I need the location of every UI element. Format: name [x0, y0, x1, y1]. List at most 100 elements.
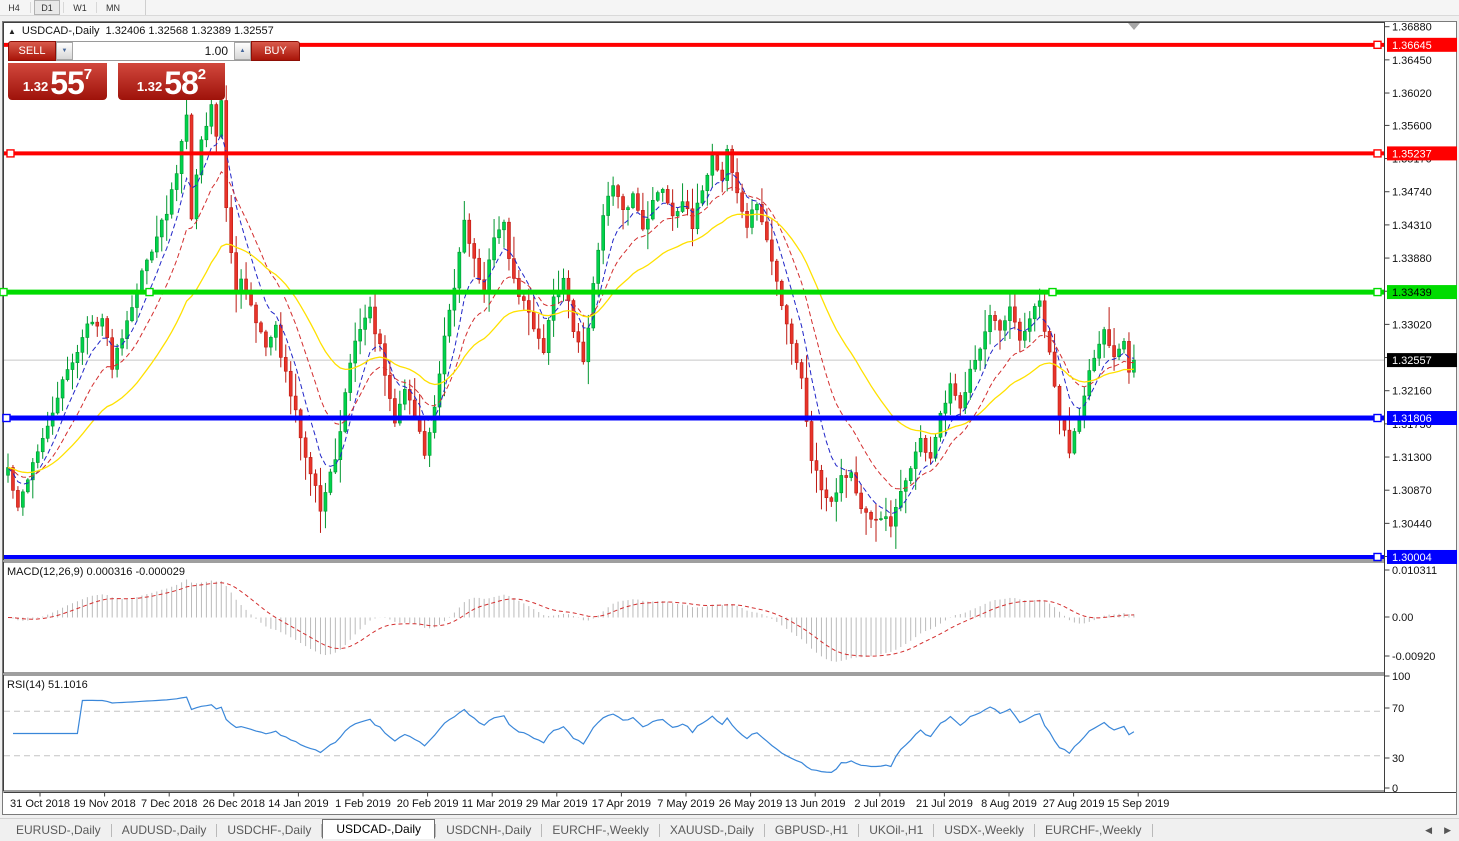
- price-level-badge: [1387, 549, 1457, 564]
- chart-tab-usdchf-daily[interactable]: USDCHF-,Daily: [227, 823, 312, 837]
- chart-tab-usdcad-daily[interactable]: USDCAD-,Daily: [322, 819, 436, 839]
- timeframe-button-w1[interactable]: W1: [73, 2, 87, 13]
- price-level-badge-text: 1.31806: [1392, 413, 1432, 425]
- collapse-arrow-icon[interactable]: ▲: [8, 26, 16, 36]
- macd-signal-value: -0.000029: [135, 566, 185, 578]
- symbol-period-label: USDCAD-,Daily: [21, 25, 100, 37]
- one-click-trade-panel: SELL ▼ ▲ BUY 1.32 55 7 1.32 58 2: [8, 41, 300, 100]
- price-level-badge: [1387, 285, 1457, 300]
- tab-separator: [658, 823, 660, 837]
- chart-tab-gbpusd-h1[interactable]: GBPUSD-,H1: [774, 823, 849, 837]
- timeframe-button-mn[interactable]: MN: [106, 2, 120, 13]
- sell-price-prefix: 1.32: [22, 79, 49, 94]
- chart-tab-bar: EURUSD-,Daily AUDUSD-,Daily USDCHF-,Daily U…: [0, 818, 1459, 841]
- price-tick-label: 1.34310: [1392, 220, 1432, 232]
- tab-separator: [110, 823, 112, 837]
- date-tick-label: 19 Nov 2018: [73, 798, 136, 810]
- tab-separator: [1151, 823, 1153, 837]
- tab-separator: [1034, 823, 1036, 837]
- price-tick-label: 1.32160: [1392, 386, 1432, 398]
- date-tick-label: 7 May 2019: [657, 798, 715, 810]
- tab-separator: [858, 823, 860, 837]
- volume-increase-icon[interactable]: ▲: [234, 42, 251, 60]
- ohlc-values: 1.32406 1.32568 1.32389 1.32557: [105, 25, 274, 37]
- tabs-scroll-left-icon[interactable]: ◀: [1425, 824, 1433, 835]
- date-tick-label: 27 Aug 2019: [1042, 798, 1105, 810]
- rsi-tick-label: 70: [1392, 703, 1404, 715]
- chart-tab-audusd-daily[interactable]: AUDUSD-,Daily: [121, 823, 207, 837]
- line-handle[interactable]: [1048, 287, 1057, 297]
- chart-tab-eurchf-weekly[interactable]: EURCHF-,Weekly: [552, 823, 649, 837]
- line-handle[interactable]: [1373, 149, 1382, 158]
- rsi-tick-label: 100: [1392, 671, 1410, 683]
- rsi-indicator-label: RSI(14) 51.1016: [7, 679, 88, 691]
- tab-separator: [933, 823, 935, 837]
- sell-button[interactable]: SELL: [8, 41, 56, 61]
- line-handle[interactable]: [1373, 40, 1382, 50]
- toolbar-separator: [63, 2, 64, 13]
- chart-title: ▲ USDCAD-,Daily 1.32406 1.32568 1.32389 …: [8, 25, 274, 37]
- chart-tab-usdcnh-daily[interactable]: USDCNH-,Daily: [446, 823, 532, 837]
- tab-separator: [763, 823, 765, 837]
- date-tick-label: 21 Jul 2019: [915, 798, 973, 810]
- price-level-badge-text: 1.35237: [1392, 148, 1432, 160]
- chart-tab-eurusd-daily[interactable]: EURUSD-,Daily: [16, 823, 101, 837]
- sell-price-button[interactable]: 1.32 55 7: [8, 63, 107, 100]
- volume-input[interactable]: [73, 42, 234, 60]
- chart-tab-usdx-weekly[interactable]: USDX-,Weekly: [944, 823, 1025, 837]
- price-tick-label: 1.33020: [1392, 319, 1432, 331]
- sell-price-main: 55: [50, 65, 85, 101]
- price-level-badge: [1387, 353, 1457, 368]
- volume-decrease-icon[interactable]: ▼: [56, 42, 73, 60]
- buy-button[interactable]: BUY: [251, 41, 300, 61]
- date-tick-label: 2 Jul 2019: [854, 798, 906, 810]
- date-tick-label: 8 Aug 2019: [981, 798, 1037, 810]
- timeframe-button-d1[interactable]: D1: [34, 0, 60, 15]
- price-tick-label: 1.31300: [1392, 452, 1432, 464]
- candlesticks: [6, 78, 1136, 549]
- date-tick-label: 11 Mar 2019: [461, 798, 523, 810]
- line-handle[interactable]: [1373, 413, 1382, 423]
- line-handle[interactable]: [2, 413, 11, 423]
- date-tick-label: 13 Jun 2019: [784, 798, 846, 810]
- price-tick-label: 1.35600: [1392, 120, 1432, 132]
- price-level-badge-text: 1.33439: [1392, 287, 1432, 299]
- buy-price-prefix: 1.32: [136, 79, 163, 94]
- price-level-badge: [1387, 37, 1457, 52]
- macd-tick-label: -0.00920: [1392, 651, 1435, 663]
- line-handle[interactable]: [0, 287, 8, 297]
- line-handle[interactable]: [6, 149, 15, 158]
- chart-tab-xauusd-daily[interactable]: XAUUSD-,Daily: [669, 823, 754, 837]
- date-tick-label: 26 May 2019: [718, 798, 783, 810]
- price-level-badge-text: 1.36645: [1392, 40, 1432, 52]
- price-tick-label: 1.36880: [1392, 22, 1432, 34]
- sell-price-pip: 7: [83, 66, 93, 83]
- date-tick-label: 17 Apr 2019: [591, 798, 652, 810]
- buy-price-pip: 2: [197, 66, 207, 83]
- macd-tick-label: 0.010311: [1392, 565, 1437, 577]
- rsi-tick-label: 30: [1392, 753, 1404, 765]
- price-tick-label: 1.36450: [1392, 55, 1432, 67]
- price-tick-label: 1.30870: [1392, 485, 1432, 497]
- date-tick-label: 31 Oct 2018: [10, 798, 70, 810]
- buy-price-button[interactable]: 1.32 58 2: [118, 63, 225, 100]
- timeframe-toolbar: H4 D1 W1 MN: [0, 0, 1459, 16]
- chart-tab-eurchf-weekly[interactable]: EURCHF-,Weekly: [1045, 823, 1142, 837]
- line-handle[interactable]: [1373, 552, 1382, 562]
- tabs-scroll-right-icon[interactable]: ▶: [1444, 824, 1451, 835]
- chart-shift-marker-icon[interactable]: [1128, 23, 1140, 30]
- line-handle[interactable]: [1373, 287, 1382, 297]
- line-handle[interactable]: [145, 287, 154, 297]
- toolbar-separator: [96, 2, 97, 13]
- date-tick-label: 29 Mar 2019: [525, 798, 588, 810]
- price-tick-label: 1.33880: [1392, 253, 1432, 265]
- tab-separator: [435, 823, 437, 837]
- volume-spinner: ▼ ▲: [56, 41, 251, 61]
- toolbar-group-separator: [145, 0, 146, 15]
- price-tick-label: 1.30440: [1392, 518, 1432, 530]
- macd-signal-line: [7, 582, 1134, 657]
- chart-tab-ukoil-h1[interactable]: UKOil-,H1: [869, 823, 924, 837]
- timeframe-button-h4[interactable]: H4: [8, 2, 20, 13]
